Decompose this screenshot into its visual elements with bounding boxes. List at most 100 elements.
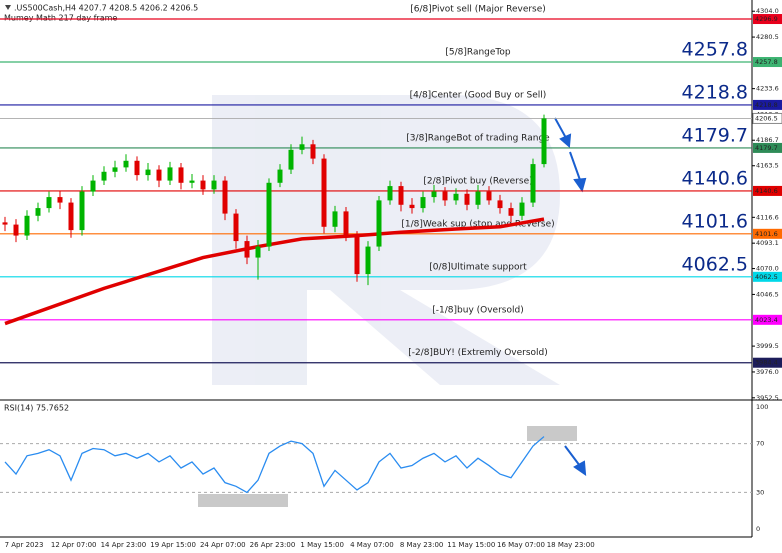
- candle-body: [453, 193, 459, 201]
- candle-body: [299, 144, 305, 150]
- y-tick-label: 4070.0: [756, 265, 779, 273]
- x-tick-label: 12 Apr 07:00: [51, 541, 97, 549]
- candle-body: [464, 193, 470, 205]
- rsi-title: RSI(14) 75.7652: [4, 404, 69, 413]
- level-tag: [753, 185, 782, 196]
- candle-body: [508, 208, 514, 216]
- highlight-box: [198, 494, 288, 507]
- candle-body: [387, 186, 393, 201]
- candle-body: [2, 222, 8, 225]
- level-tag: [753, 99, 782, 110]
- candle-body: [211, 180, 217, 190]
- candle-body: [13, 224, 19, 236]
- level-value: 4257.8: [682, 39, 748, 61]
- y-tick-label: 4163.5: [756, 162, 779, 170]
- level-tag-label: 4062.5: [755, 273, 778, 281]
- y-tick-label: 4304.0: [756, 7, 779, 15]
- header: .US500Cash,H4 4207.7 4208.5 4206.2 4206.…: [14, 4, 198, 13]
- candle-body: [79, 191, 85, 231]
- level-label: [6/8]Pivot sell (Major Reverse): [410, 5, 546, 15]
- candle-body: [222, 180, 228, 214]
- candle-body: [530, 164, 536, 203]
- x-tick-label: 18 May 23:00: [547, 541, 595, 549]
- level-tag-label: 3984.4: [755, 359, 778, 367]
- candle-body: [145, 169, 151, 176]
- y-tick-label: 4233.6: [756, 85, 779, 93]
- candle-body: [90, 180, 96, 192]
- candle-body: [123, 160, 129, 168]
- candle-body: [233, 213, 239, 242]
- candle-body: [431, 191, 437, 198]
- level-tag: [753, 357, 782, 368]
- level-value: 4218.8: [682, 81, 748, 103]
- candle-body: [332, 211, 338, 227]
- candle-body: [189, 180, 195, 183]
- candle-body: [35, 208, 41, 216]
- candle-body: [475, 191, 481, 205]
- candle-body: [46, 197, 52, 209]
- level-label: [2/8]Pivot buy (Reverse): [423, 176, 532, 186]
- moving-average: [4, 217, 545, 326]
- y-tick-label: 4116.6: [756, 213, 779, 221]
- candle-body: [68, 202, 74, 231]
- rsi-tick-label: 100: [756, 403, 768, 411]
- level-value: 4140.6: [682, 167, 748, 189]
- x-tick-label: 26 Apr 23:00: [250, 541, 296, 549]
- x-tick-label: 19 Apr 15:00: [150, 541, 196, 549]
- candle-body: [497, 200, 503, 209]
- level-label: [-1/8]buy (Oversold): [432, 305, 523, 315]
- level-tag-label: 4140.6: [755, 187, 778, 195]
- candle-body: [420, 197, 426, 209]
- candle-body: [398, 186, 404, 205]
- candle-body: [442, 191, 448, 201]
- candle-body: [178, 167, 184, 183]
- level-tag: [753, 314, 782, 325]
- candle-body: [200, 180, 206, 190]
- candle-body: [134, 160, 140, 176]
- price-tag: [752, 112, 782, 124]
- rsi-tick-label: 0: [756, 525, 760, 533]
- candle-body: [255, 246, 261, 258]
- candle-body: [365, 246, 371, 275]
- y-tick-label: 4280.5: [756, 33, 779, 41]
- x-tick-label: 16 May 07:00: [497, 541, 545, 549]
- candle-body: [101, 171, 107, 181]
- level-label: [3/8]RangeBot of trading Range: [406, 133, 550, 143]
- candle-body: [156, 169, 162, 181]
- candle-body: [343, 211, 349, 236]
- x-tick-label: 24 Apr 07:00: [200, 541, 246, 549]
- level-tag-label: 4296.9: [755, 15, 778, 23]
- rsi-line: [4, 436, 545, 494]
- candle-body: [376, 200, 382, 247]
- rsi-tick-label: 30: [756, 488, 764, 496]
- y-tick-label: 3952.5: [756, 394, 779, 402]
- y-tick-label: 4046.5: [756, 290, 779, 298]
- y-tick-label: 3976.0: [756, 368, 779, 376]
- candle-body: [541, 118, 547, 165]
- level-tag: [753, 271, 782, 282]
- level-label: [5/8]RangeTop: [445, 48, 511, 58]
- candle-body: [277, 169, 283, 183]
- candle-body: [354, 235, 360, 275]
- candle-body: [57, 197, 63, 203]
- y-tick-label: 3999.5: [756, 342, 779, 350]
- candle-body: [288, 149, 294, 170]
- arrows: [554, 117, 587, 477]
- level-tag: [753, 228, 782, 239]
- level-value: 4101.6: [682, 210, 748, 232]
- y-tick-label: 4093.1: [756, 239, 779, 247]
- candle-body: [321, 158, 327, 227]
- y-tick-label: 4186.7: [756, 136, 779, 144]
- candle-body: [486, 191, 492, 201]
- x-tick-label: 1 May 15:00: [300, 541, 344, 549]
- x-tick-label: 4 May 07:00: [350, 541, 394, 549]
- candle-body: [24, 215, 30, 236]
- subheader: Mumey Math 217 day frame: [4, 14, 117, 23]
- candle-body: [266, 182, 272, 247]
- level-value: 4179.7: [682, 124, 748, 146]
- header-icon: [5, 5, 11, 10]
- level-tag-label: 4179.7: [755, 144, 778, 152]
- level-label: [0/8]Ultimate support: [429, 262, 527, 272]
- x-tick-label: 11 May 15:00: [447, 541, 495, 549]
